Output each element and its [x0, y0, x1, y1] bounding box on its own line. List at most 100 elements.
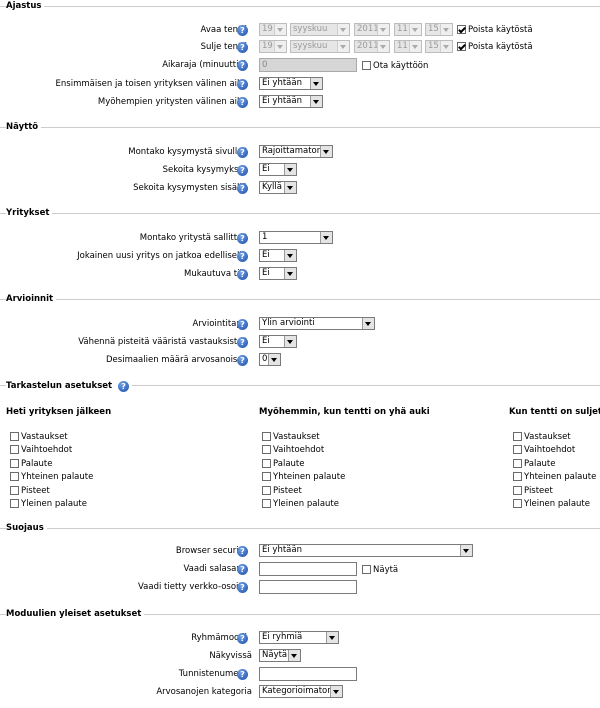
help-icon[interactable]: ? — [237, 269, 248, 280]
grading-method-select[interactable]: Ylin arviointi — [259, 317, 375, 330]
help-icon[interactable]: ? — [118, 381, 130, 392]
attempts-allowed-select[interactable]: 1 — [259, 231, 333, 244]
review-checkbox[interactable] — [262, 472, 271, 481]
section-divider — [0, 528, 600, 529]
grade-category-select[interactable]: Kategorioimaton — [259, 685, 343, 698]
help-icon[interactable]: ? — [237, 669, 248, 680]
grading-method-label: Arviointitapa — [192, 319, 248, 329]
section-title-ajastus: Ajastus — [6, 1, 45, 12]
help-icon[interactable]: ? — [237, 582, 248, 593]
group-mode-select[interactable]: Ei ryhmiä — [259, 631, 339, 644]
time-limit-enable-checkbox[interactable] — [362, 61, 371, 70]
section-divider — [0, 299, 600, 300]
shuffle-within-select[interactable]: Kyllä — [259, 181, 297, 194]
open-disable-checkbox[interactable] — [457, 25, 466, 34]
decimal-points-label: Desimaalien määrä arvosanoissa — [106, 355, 247, 365]
later-delay-select[interactable]: Ei yhtään — [259, 95, 323, 108]
review-option-label: Vastaukset — [524, 432, 571, 442]
open-month-select: syyskuu — [290, 23, 350, 36]
close-disable-checkbox[interactable] — [457, 42, 466, 51]
close-hour-select: 11 — [394, 40, 422, 53]
help-icon[interactable]: ? — [237, 183, 248, 194]
questions-per-page-select[interactable]: Rajoittamaton — [259, 145, 333, 158]
review-checkbox[interactable] — [10, 486, 19, 495]
section-title-naytto: Näyttö — [6, 122, 42, 133]
review-checkbox[interactable] — [262, 499, 271, 508]
help-icon[interactable]: ? — [237, 42, 248, 53]
review-option-label: Yhteinen palaute — [524, 472, 597, 482]
attempts-allowed-label: Montako yritystä sallittu? — [139, 233, 247, 243]
help-icon[interactable]: ? — [237, 355, 248, 366]
apply-penalties-select[interactable]: Ei — [259, 335, 297, 348]
adaptive-mode-select[interactable]: Ei — [259, 267, 297, 280]
review-checkbox[interactable] — [262, 459, 271, 468]
first-delay-select[interactable]: Ei yhtään — [259, 77, 323, 90]
decimal-points-select[interactable]: 0 — [259, 353, 281, 366]
section-divider — [0, 6, 600, 7]
review-checkbox[interactable] — [10, 432, 19, 441]
help-icon[interactable]: ? — [237, 97, 248, 108]
help-icon[interactable]: ? — [237, 79, 248, 90]
show-password-checkbox[interactable] — [362, 565, 371, 574]
section-title-arvioinnit: Arvioinnit — [6, 294, 57, 305]
open-minute-select: 15 — [425, 23, 453, 36]
section-divider — [0, 385, 600, 386]
help-icon[interactable]: ? — [237, 337, 248, 348]
help-icon[interactable]: ? — [237, 233, 248, 244]
review-checkbox[interactable] — [262, 486, 271, 495]
help-icon[interactable]: ? — [237, 564, 248, 575]
review-option-label: Pisteet — [273, 486, 302, 496]
review-col-immediately: Heti yrityksen jälkeen — [6, 407, 112, 417]
open-day-select: 19 — [259, 23, 287, 36]
adaptive-mode-label: Mukautuva tila — [183, 269, 247, 279]
review-checkbox[interactable] — [262, 445, 271, 454]
review-option-label: Pisteet — [21, 486, 50, 496]
time-limit-input: 0 — [259, 58, 357, 72]
visible-label: Näkyvissä — [209, 651, 252, 661]
review-checkbox[interactable] — [10, 459, 19, 468]
password-input[interactable] — [259, 562, 357, 576]
apply-penalties-label: Vähennä pisteitä vääristä vastauksista? — [78, 337, 247, 347]
review-checkbox[interactable] — [513, 472, 522, 481]
review-checkbox[interactable] — [10, 499, 19, 508]
require-password-label: Vaadi salasana — [183, 564, 247, 574]
shuffle-questions-label: Sekoita kysymykset — [162, 165, 247, 175]
help-icon[interactable]: ? — [237, 25, 248, 36]
help-icon[interactable]: ? — [237, 633, 248, 644]
review-checkbox[interactable] — [262, 432, 271, 441]
review-option-label: Yhteinen palaute — [273, 472, 346, 482]
help-icon[interactable]: ? — [237, 60, 248, 71]
visible-select[interactable]: Näytä — [259, 649, 301, 662]
shuffle-within-label: Sekoita kysymysten sisällä — [133, 183, 247, 193]
open-hour-select: 11 — [394, 23, 422, 36]
review-option-label: Vastaukset — [21, 432, 68, 442]
review-checkbox[interactable] — [513, 432, 522, 441]
build-on-last-label: Jokainen uusi yritys on jatkoa edellisel… — [77, 251, 247, 261]
help-icon[interactable]: ? — [237, 319, 248, 330]
browser-security-select[interactable]: Ei yhtään — [259, 544, 473, 557]
review-checkbox[interactable] — [513, 445, 522, 454]
close-year-select: 2011 — [354, 40, 390, 53]
id-number-input[interactable] — [259, 667, 357, 681]
review-checkbox[interactable] — [10, 445, 19, 454]
review-option-label: Vastaukset — [273, 432, 320, 442]
review-option-label: Palaute — [21, 459, 53, 469]
help-icon[interactable]: ? — [237, 165, 248, 176]
review-checkbox[interactable] — [10, 472, 19, 481]
require-network-label: Vaadi tietty verkko-osoite — [138, 582, 247, 592]
review-option-label: Yleinen palaute — [524, 499, 590, 509]
section-title-tarkastelu: Tarkastelun asetukset ? — [6, 380, 133, 392]
review-checkbox[interactable] — [513, 486, 522, 495]
build-on-last-select[interactable]: Ei — [259, 249, 297, 262]
network-address-input[interactable] — [259, 580, 357, 594]
help-icon[interactable]: ? — [237, 147, 248, 158]
review-checkbox[interactable] — [513, 459, 522, 468]
review-checkbox[interactable] — [513, 499, 522, 508]
review-option-label: Vaihtoehdot — [273, 445, 325, 455]
close-month-select: syyskuu — [290, 40, 350, 53]
shuffle-questions-select[interactable]: Ei — [259, 163, 297, 176]
section-divider — [0, 213, 600, 214]
help-icon[interactable]: ? — [237, 251, 248, 262]
id-number-label: Tunnistenumero — [178, 669, 247, 679]
help-icon[interactable]: ? — [237, 546, 248, 557]
